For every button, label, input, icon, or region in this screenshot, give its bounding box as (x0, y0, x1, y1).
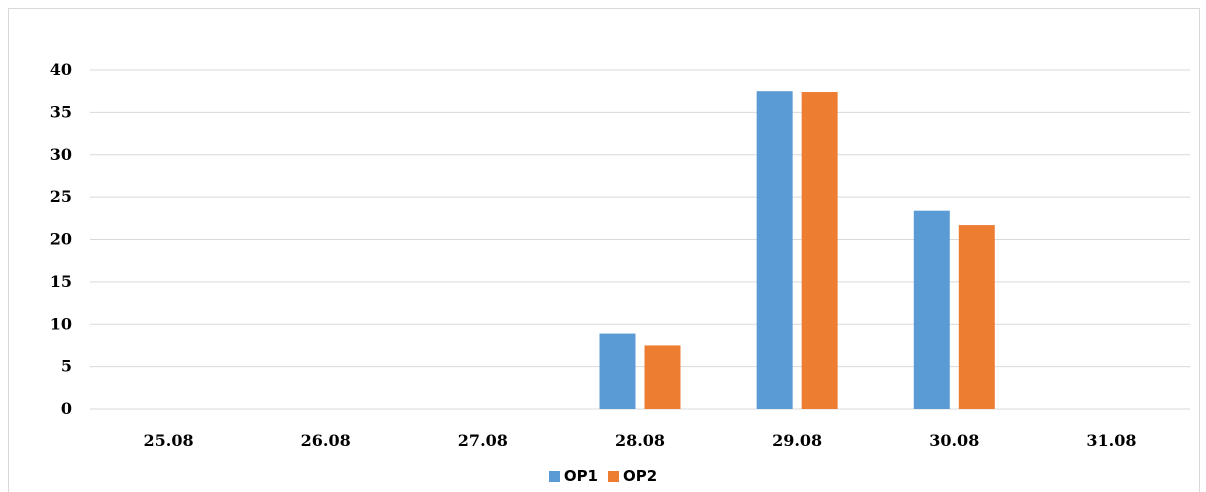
x-tick-label: 27.08 (458, 431, 508, 450)
y-axis-ticks: 0 5 10 15 20 25 30 35 40 (50, 60, 72, 418)
y-tick-label: 25 (50, 187, 72, 206)
bar-op1-29.08 (756, 91, 793, 409)
bar-op2-29.08 (801, 92, 838, 409)
legend-swatch-op1 (548, 470, 560, 482)
y-tick-label: 40 (50, 60, 72, 79)
y-tick-label: 35 (50, 102, 72, 121)
y-tick-label: 20 (50, 230, 72, 249)
y-tick-label: 30 (50, 145, 72, 164)
legend-swatch-op2 (608, 470, 619, 482)
y-tick-label: 0 (61, 399, 72, 418)
bar-op1-30.08 (913, 210, 950, 409)
bar-op1-28.08 (599, 333, 636, 409)
legend-item-op1: OP1 (548, 467, 598, 485)
chart-frame (8, 8, 1200, 492)
x-tick-label: 26.08 (301, 431, 351, 450)
x-tick-label: 29.08 (772, 431, 822, 450)
legend-label-op2: OP2 (623, 467, 658, 485)
x-tick-label: 31.08 (1086, 431, 1136, 450)
bar-op2-30.08 (958, 225, 995, 409)
x-tick-label: 28.08 (615, 431, 665, 450)
chart-frame-edge (1199, 8, 1200, 492)
legend-item-op2: OP2 (608, 467, 657, 485)
x-tick-label: 30.08 (929, 431, 979, 450)
bar-op2-28.08 (644, 345, 681, 409)
legend: OP1 OP2 (0, 466, 1206, 486)
x-tick-label: 25.08 (144, 431, 194, 450)
y-tick-label: 10 (50, 314, 72, 333)
y-tick-label: 5 (61, 357, 72, 376)
gridlines (90, 69, 1190, 410)
bars (599, 91, 995, 409)
legend-label-op1: OP1 (563, 467, 598, 485)
x-axis-ticks: 25.08 26.08 27.08 28.08 29.08 30.08 31.08 (144, 431, 1137, 450)
y-tick-label: 15 (50, 272, 72, 291)
